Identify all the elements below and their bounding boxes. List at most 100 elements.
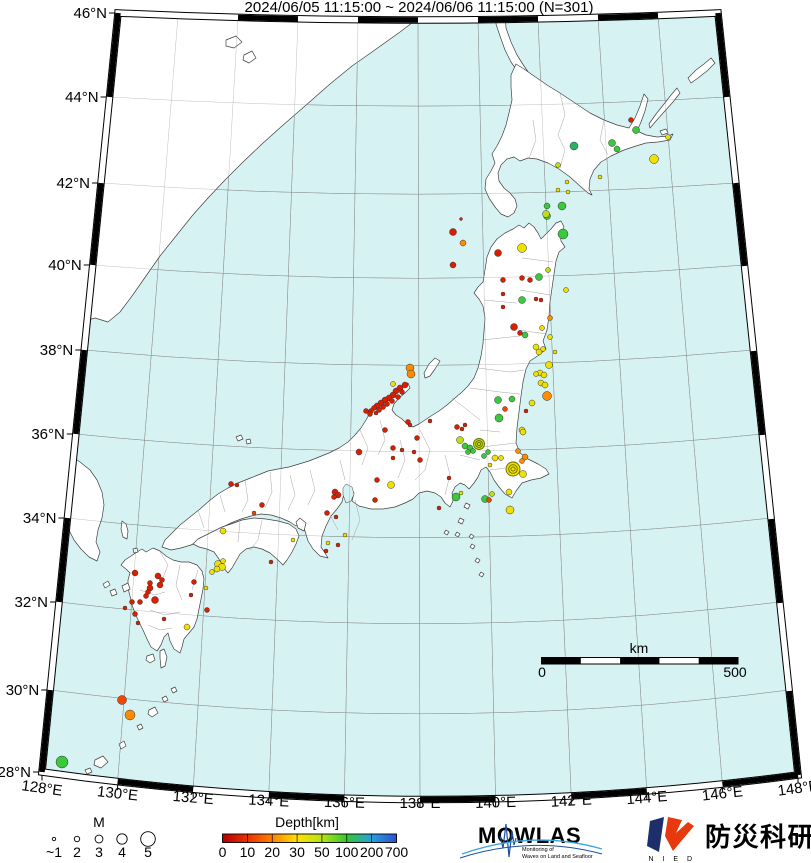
scale-bar-end: 500	[723, 664, 747, 680]
landmass	[469, 543, 476, 550]
depth-tick-label: 200	[360, 844, 384, 860]
quake-dot	[129, 599, 135, 605]
lat-label: 38°N	[40, 342, 74, 359]
frame-black-segment	[750, 350, 766, 436]
quake-dot	[183, 623, 191, 631]
meridian-line	[117, 15, 179, 782]
magnitude-legend-circle	[94, 834, 104, 844]
meridian-line	[537, 18, 572, 796]
prefecture-border	[517, 329, 548, 335]
quake-dot	[481, 453, 487, 459]
quake-dot	[542, 391, 552, 401]
quake-dot	[335, 542, 341, 548]
map-title: 2024/06/05 11:15:00 ~ 2024/06/06 11:15:0…	[245, 0, 594, 16]
prefecture-border	[528, 119, 537, 159]
parallel-line	[84, 349, 754, 366]
landmass	[147, 706, 159, 718]
graticule	[50, 15, 790, 800]
quake-dot	[564, 179, 570, 185]
quake-dot	[117, 695, 127, 705]
quake-dot	[390, 445, 396, 451]
quake-dot	[219, 527, 227, 535]
quake-dot	[519, 458, 525, 464]
nied-mark-red	[665, 817, 694, 851]
prefecture-border	[483, 299, 517, 304]
depth-tick-label: 10	[240, 844, 256, 860]
quake-dot	[395, 394, 401, 400]
frame-black-segment	[419, 796, 496, 803]
quake-dot	[523, 408, 529, 414]
quake-dot	[569, 141, 579, 151]
meridian-line	[657, 15, 723, 785]
lat-label: 28°N	[0, 764, 31, 781]
quake-dot	[161, 616, 167, 622]
prefecture-border	[481, 335, 521, 341]
quake-dot	[209, 569, 215, 575]
quake-dot	[204, 607, 210, 613]
depth-tick-label: 50	[314, 844, 330, 860]
quake-dot	[135, 620, 141, 626]
lat-label: 42°N	[56, 175, 90, 192]
magnitude-legend-label: 3	[95, 844, 103, 860]
prefecture-border	[377, 419, 386, 456]
lon-label: 130°E	[96, 783, 139, 804]
quake-dot	[251, 510, 257, 516]
mowlas-tagline-1: Monitoring of	[522, 847, 554, 853]
landmass	[295, 517, 307, 532]
parallel-line	[75, 433, 763, 452]
frame-black-segment	[56, 517, 71, 603]
lon-label: 138°E	[399, 795, 440, 812]
quake-dot	[470, 448, 476, 454]
quake-dot	[510, 323, 518, 331]
landmass	[170, 686, 178, 694]
quake-dot	[519, 275, 525, 281]
scale-bar-start: 0	[538, 664, 546, 680]
quake-dot	[449, 261, 457, 269]
quake-dot	[323, 548, 329, 554]
quake-dot	[406, 369, 416, 379]
frame-black-segment	[117, 778, 194, 792]
quake-dot-ringed	[475, 440, 483, 448]
landmass	[161, 695, 169, 703]
quake-dot	[449, 228, 457, 236]
meridian-line	[344, 19, 359, 799]
frame-black-segment	[90, 182, 104, 266]
parallel-line	[50, 689, 790, 715]
quake-dot-ringed	[508, 464, 518, 474]
graticule-labels: 46°N 44°N 42°N 40°N 38°N 36°N 34°N 32°N 30°N 28°N…	[0, 5, 811, 812]
quake-dot	[414, 435, 420, 441]
frame-black-segment	[768, 518, 783, 604]
quake-dot	[515, 448, 521, 454]
landmass	[468, 533, 475, 540]
scale-bar-unit: km	[630, 640, 649, 656]
prefecture-border	[359, 429, 369, 466]
quake-dot	[401, 381, 409, 389]
quake-dot	[124, 709, 136, 721]
magnitude-legend-label: 5	[144, 844, 152, 860]
quake-dot	[552, 349, 558, 355]
quake-dot-ringed	[476, 441, 482, 447]
prefecture-border	[219, 494, 226, 513]
quake-dot	[519, 470, 527, 478]
quake-dot	[494, 413, 504, 423]
quake-dots	[55, 117, 671, 769]
lon-label: 136°E	[324, 794, 365, 812]
quake-dot	[518, 296, 526, 304]
landmass	[423, 357, 441, 379]
quake-dot	[628, 117, 634, 123]
quake-dot	[542, 210, 550, 218]
quake-dot	[228, 481, 234, 487]
meridian-line	[268, 18, 299, 795]
quake-dot	[459, 217, 463, 221]
quake-dot	[489, 491, 495, 497]
quake-dot	[597, 174, 603, 180]
lon-label: 128°E	[20, 777, 63, 799]
depth-tick-label: 30	[289, 844, 305, 860]
quake-dot	[399, 389, 405, 395]
frame-black-segment	[715, 12, 730, 98]
landmass	[132, 547, 139, 554]
quake-dot	[137, 599, 143, 605]
lat-label: 34°N	[23, 510, 57, 527]
lat-label: 32°N	[15, 594, 49, 611]
lat-label: 46°N	[73, 5, 107, 22]
